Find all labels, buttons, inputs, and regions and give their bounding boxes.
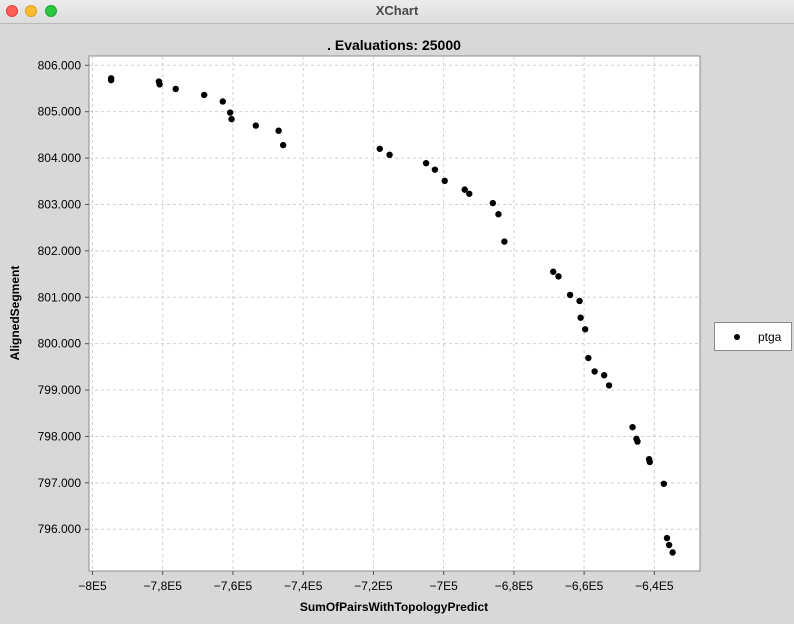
data-point: [461, 186, 468, 193]
data-point: [550, 268, 557, 275]
minimize-window-button[interactable]: [25, 5, 37, 17]
grid-lines: [89, 56, 700, 571]
y-tick-label: 798.000: [38, 429, 82, 443]
window-titlebar: XChart: [0, 0, 794, 24]
y-axis-label: AlignedSegment: [8, 266, 22, 361]
y-tick-label: 803.000: [38, 197, 82, 211]
data-point: [279, 141, 287, 149]
data-point: [576, 297, 583, 305]
data-point: [605, 382, 613, 389]
data-point: [663, 534, 671, 542]
data-point: [441, 177, 448, 185]
x-tick-label: −7,4E5: [284, 579, 323, 593]
close-window-button[interactable]: [6, 5, 18, 17]
maximize-window-button[interactable]: [45, 5, 57, 17]
data-point: [581, 326, 589, 333]
y-tick-label: 804.000: [38, 151, 82, 165]
data-point: [660, 480, 668, 487]
chart-legend: ptga: [714, 322, 792, 351]
legend-label-ptga: ptga: [758, 330, 782, 344]
y-tick-label: 800.000: [38, 337, 82, 351]
y-tick-label: 796.000: [38, 522, 82, 536]
data-point: [591, 368, 598, 375]
x-tick-label: −7,2E5: [354, 579, 393, 593]
data-point: [629, 423, 636, 431]
y-axis-ticks: 796.000 797.000 798.000 799.000 800.000 801.0…: [38, 58, 89, 536]
chart-panel: . Evaluations: 25000 796.000 797.000 798.0…: [0, 24, 794, 619]
data-point: [172, 85, 179, 93]
scatter-chart: . Evaluations: 25000 796.000 797.000 798.0…: [8, 37, 701, 614]
data-point: [585, 354, 592, 362]
y-tick-label: 805.000: [38, 105, 82, 119]
data-point: [431, 166, 439, 173]
data-point: [252, 122, 259, 129]
x-tick-label: −7,6E5: [214, 579, 253, 593]
x-tick-label: −6,8E5: [495, 579, 534, 593]
data-point: [555, 273, 562, 280]
data-point: [489, 199, 497, 207]
data-point: [495, 211, 502, 218]
x-tick-label: −7,8E5: [144, 579, 183, 593]
x-axis-label: SumOfPairsWithTopologyPredict: [300, 600, 488, 614]
plot-area: [88, 55, 701, 572]
data-point: [669, 549, 676, 556]
y-tick-label: 799.000: [38, 383, 82, 397]
data-point: [566, 291, 574, 299]
y-tick-label: 801.000: [38, 290, 82, 304]
window-title: XChart: [375, 3, 419, 18]
data-point: [600, 372, 608, 379]
y-tick-label: 797.000: [38, 476, 82, 490]
data-points: [107, 75, 676, 556]
data-point: [200, 91, 208, 99]
y-tick-label: 806.000: [38, 58, 82, 72]
x-axis-ticks: −8E5 −7,8E5 −7,6E5 −7,4E5 −7,2E5 −7E5 −6,8E5 −6…: [78, 571, 674, 593]
data-point: [466, 190, 473, 197]
data-point: [156, 81, 163, 88]
data-point: [577, 314, 584, 321]
data-point: [501, 238, 508, 245]
data-point: [228, 115, 235, 123]
data-point: [422, 159, 430, 167]
data-point: [376, 145, 383, 152]
x-tick-label: −8E5: [78, 579, 107, 593]
data-point: [219, 98, 226, 105]
data-point: [226, 109, 234, 116]
data-point: [275, 127, 282, 134]
x-tick-label: −6,4E5: [635, 579, 674, 593]
data-point: [386, 151, 393, 159]
data-point: [646, 458, 653, 466]
data-point: [634, 438, 641, 445]
x-tick-label: −6,6E5: [565, 579, 604, 593]
x-tick-label: −7E5: [429, 579, 458, 593]
chart-title: . Evaluations: 25000: [327, 37, 461, 53]
y-tick-label: 802.000: [38, 244, 82, 258]
legend-marker-ptga: [734, 334, 740, 340]
data-point: [107, 76, 115, 84]
data-point: [665, 541, 673, 549]
